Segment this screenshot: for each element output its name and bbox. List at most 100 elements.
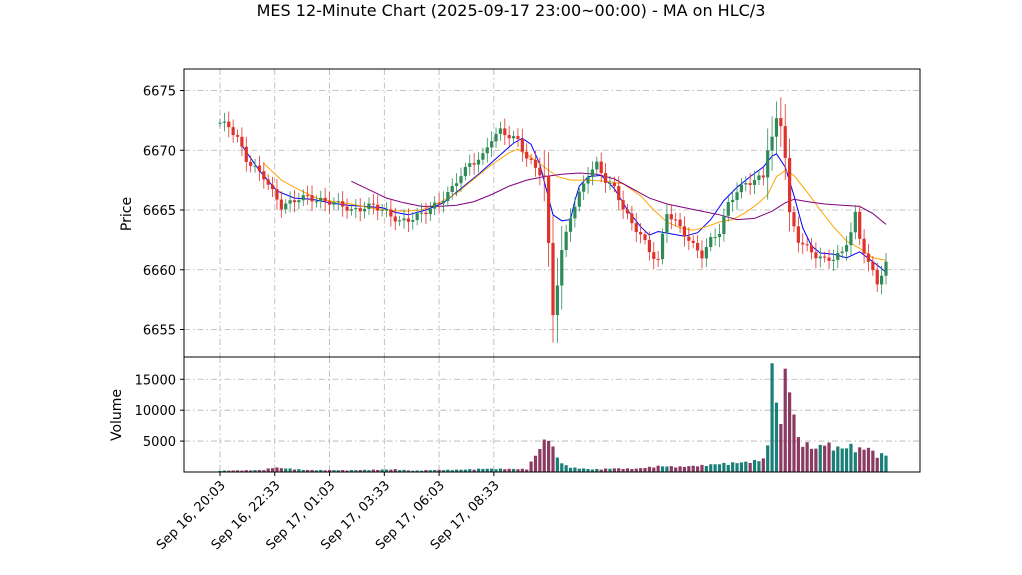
candle-body: [476, 159, 481, 165]
volume-bar: [875, 457, 879, 472]
candle-body: [511, 136, 516, 139]
candle-body: [858, 211, 862, 239]
candle: [411, 212, 415, 230]
candle: [656, 251, 660, 268]
volume-bar: [695, 466, 700, 472]
volume-bar: [788, 392, 792, 472]
candle-body: [779, 118, 783, 127]
volume-bar: [639, 468, 643, 472]
volume-bar: [319, 469, 323, 472]
volume-bar: [814, 448, 818, 472]
volume-bar: [660, 466, 665, 472]
volume-bars: [218, 363, 888, 472]
volume-bar: [362, 469, 367, 472]
candle-body: [253, 165, 257, 167]
candle-body: [494, 133, 498, 142]
volume-bar: [757, 461, 761, 472]
price-tick-label: 6660: [143, 264, 176, 279]
volume-bar: [647, 466, 651, 472]
candle-body: [376, 204, 380, 211]
volume-bar: [770, 363, 774, 472]
candle: [441, 191, 446, 213]
candle: [424, 202, 428, 225]
candle: [827, 249, 831, 270]
candle-body: [262, 171, 266, 180]
candle-body: [840, 251, 844, 254]
candle-body: [625, 209, 630, 214]
volume-bar: [608, 468, 612, 472]
candle-body: [866, 253, 871, 262]
candle: [393, 207, 397, 231]
candle-body: [687, 236, 691, 241]
volume-bar: [384, 469, 389, 472]
candle-body: [367, 203, 371, 209]
volume-bar: [577, 468, 581, 472]
volume-bar: [481, 468, 485, 472]
candle-body: [827, 257, 831, 261]
candle-body: [227, 121, 231, 128]
volume-bar: [262, 470, 266, 472]
volume-bar: [332, 470, 336, 472]
volume-bar: [682, 466, 687, 472]
volume-bar: [367, 470, 371, 472]
candle: [262, 161, 266, 189]
candle: [481, 147, 485, 166]
candle-body: [284, 203, 288, 210]
volume-bar: [713, 464, 717, 472]
volume-bar: [376, 469, 380, 472]
volume-bar: [643, 468, 647, 472]
candle: [402, 210, 406, 229]
volume-bar: [603, 468, 608, 472]
candle-body: [774, 118, 779, 137]
candle: [455, 173, 459, 197]
volume-bar: [516, 469, 520, 472]
candle: [249, 155, 253, 173]
candle: [332, 197, 336, 210]
candle-body: [669, 214, 673, 220]
candle-body: [818, 256, 822, 259]
candle-body: [660, 233, 665, 260]
candle-body: [801, 242, 805, 245]
candle: [603, 163, 608, 193]
candle-body: [297, 200, 301, 203]
volume-bar: [306, 469, 310, 472]
candle-body: [709, 237, 713, 248]
candle: [437, 192, 441, 214]
candle: [669, 204, 673, 230]
candlesticks: [218, 97, 888, 343]
price-tick-label: 6665: [143, 204, 176, 219]
volume-bar: [599, 469, 603, 472]
candle: [621, 190, 625, 220]
volume-bar: [503, 469, 507, 472]
volume-bar: [485, 468, 489, 472]
volume-bar: [880, 453, 884, 472]
volume-bar: [831, 450, 836, 472]
candle-body: [498, 128, 503, 134]
volume-bar: [218, 470, 222, 472]
volume-bar: [555, 457, 559, 472]
volume-bar: [463, 469, 467, 472]
moving-average-purple: [351, 172, 887, 225]
candle-body: [586, 177, 590, 184]
candle-body: [310, 195, 314, 202]
candle: [227, 111, 231, 138]
volume-bar: [849, 443, 853, 472]
candle: [599, 152, 603, 183]
candle-body: [665, 214, 669, 234]
price-tick-label: 6670: [143, 144, 176, 159]
volume-bar: [275, 467, 279, 472]
volume-bar: [301, 469, 305, 472]
volume-bar: [437, 469, 441, 472]
volume-bar: [634, 468, 638, 472]
candle: [884, 252, 888, 285]
candle: [490, 131, 494, 158]
candle-body: [814, 252, 818, 259]
volume-bar: [774, 402, 779, 472]
volume-bar: [533, 455, 538, 472]
volume-bar: [240, 470, 244, 472]
candle: [310, 185, 314, 212]
volume-bar: [766, 445, 770, 472]
candle: [498, 121, 503, 141]
candle: [354, 199, 358, 219]
